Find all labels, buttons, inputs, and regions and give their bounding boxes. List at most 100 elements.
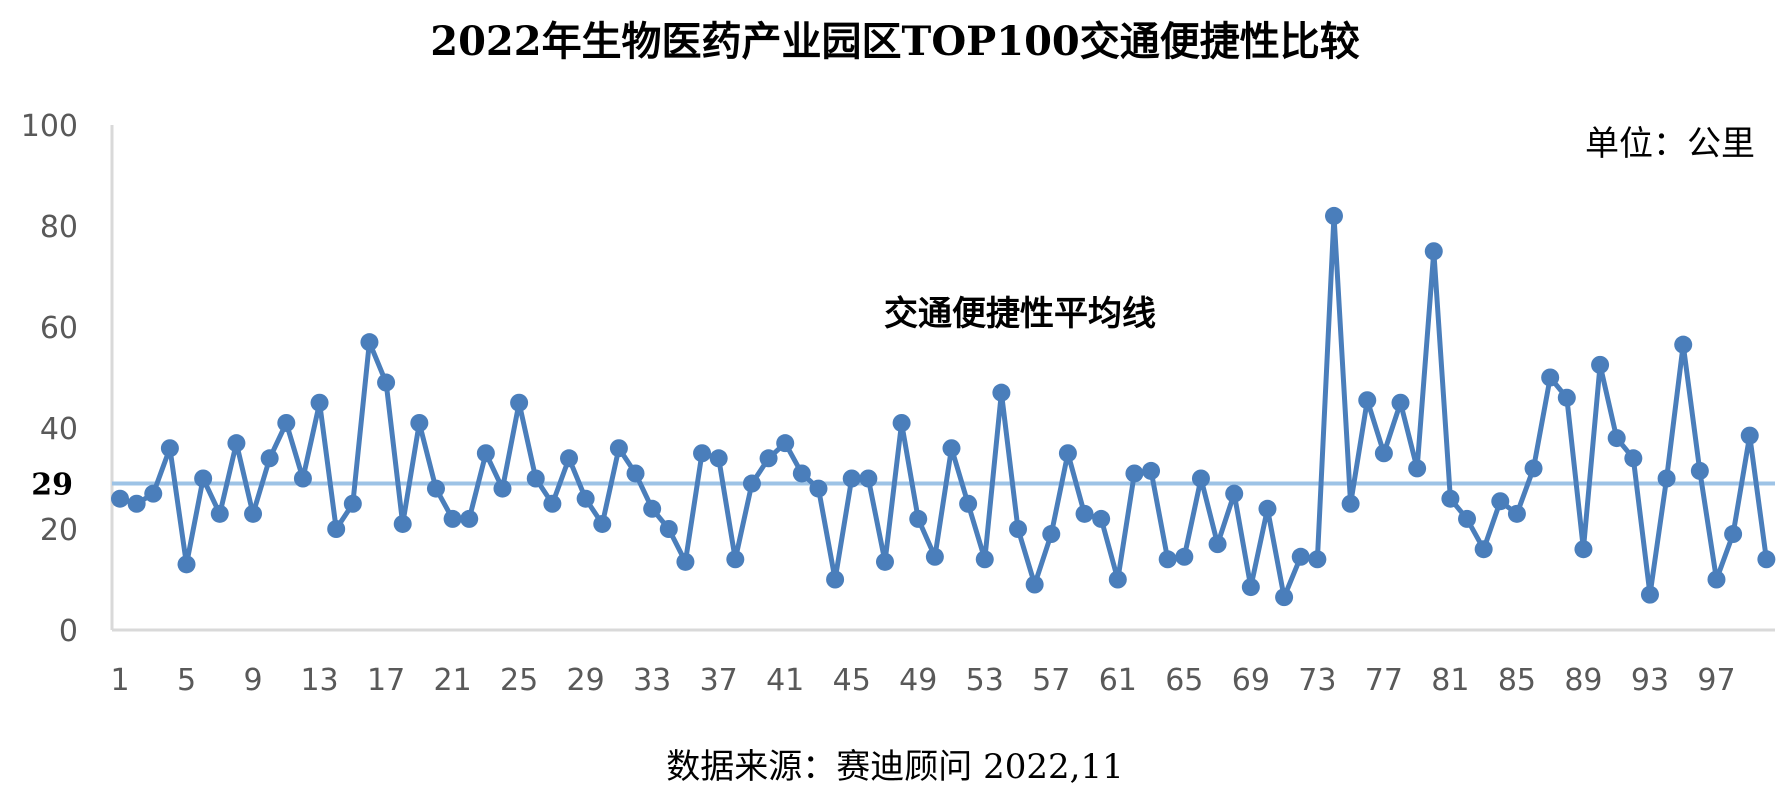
y-tick-label: 0 (59, 614, 78, 649)
data-point (1507, 504, 1526, 523)
data-point (609, 439, 628, 458)
data-point (1175, 547, 1194, 566)
data-point (1009, 520, 1028, 538)
data-point (1757, 550, 1776, 569)
data-point (759, 449, 778, 468)
data-point (1640, 585, 1659, 604)
data-point (792, 464, 811, 483)
data-point (1441, 489, 1460, 508)
data-point (709, 449, 728, 468)
data-point (776, 434, 795, 453)
data-point (1607, 429, 1626, 448)
x-tick-label: 5 (177, 663, 196, 698)
data-point (560, 449, 579, 468)
data-point (1740, 426, 1759, 445)
y-tick-label: 100 (21, 109, 78, 144)
data-point (510, 393, 529, 412)
data-point (144, 484, 163, 503)
data-point (826, 570, 845, 589)
data-point (426, 479, 445, 498)
data-point (842, 469, 861, 488)
y-tick-label: 20 (40, 513, 78, 548)
x-tick-label: 9 (243, 663, 262, 698)
data-point (1624, 449, 1643, 468)
data-point (1142, 461, 1161, 480)
data-point (1225, 484, 1244, 503)
x-tick-label: 17 (367, 663, 405, 698)
data-point (959, 494, 978, 513)
data-point (809, 479, 828, 498)
data-point (576, 489, 595, 508)
data-point (293, 469, 312, 488)
data-point (975, 550, 994, 569)
data-point (1058, 444, 1077, 463)
data-point (476, 444, 495, 463)
x-tick-label: 65 (1165, 663, 1203, 698)
data-point (1458, 509, 1477, 528)
data-point (992, 383, 1011, 402)
data-point (1308, 550, 1327, 569)
data-point (543, 494, 562, 513)
data-point (1324, 206, 1343, 225)
x-tick-label: 97 (1697, 663, 1735, 698)
data-point (443, 509, 462, 528)
y-tick-label: 80 (40, 210, 78, 245)
data-point (343, 494, 362, 513)
data-point (1657, 469, 1676, 488)
data-point (377, 373, 396, 392)
data-point (1108, 570, 1127, 589)
x-tick-label: 41 (766, 663, 804, 698)
data-point (1275, 588, 1294, 607)
series-group (111, 206, 1776, 607)
data-point (1707, 570, 1726, 589)
data-point (277, 413, 296, 432)
data-point (925, 547, 944, 566)
x-tick-label: 49 (899, 663, 937, 698)
x-tick-label: 1 (110, 663, 129, 698)
average-tick-label: 29 (31, 468, 73, 503)
data-point (160, 439, 179, 458)
x-tick-label: 89 (1564, 663, 1602, 698)
data-point (1491, 492, 1510, 511)
y-tick-label: 60 (40, 311, 78, 346)
data-point (1424, 242, 1443, 261)
data-point (875, 552, 894, 571)
data-point (1125, 464, 1144, 483)
average-line-group: 29 (31, 468, 1775, 503)
x-tick-label: 25 (500, 663, 538, 698)
chart-title: 2022年生物医药产业园区TOP100交通便捷性比较 (430, 18, 1360, 65)
x-tick-label: 77 (1365, 663, 1403, 698)
data-point (1524, 459, 1543, 478)
data-point (127, 494, 146, 513)
data-point (410, 413, 429, 432)
data-point (1674, 335, 1693, 354)
axes: 0 20 40 60 80 100 1 5 9 13 17 21 25 29 33 37 41 45 49 53 57 6… (21, 109, 1775, 698)
average-line-label: 交通便捷性平均线 (884, 294, 1156, 334)
data-point (360, 333, 379, 352)
x-tick-label: 33 (633, 663, 671, 698)
data-point (244, 504, 263, 523)
data-point (1591, 355, 1610, 374)
data-point (1191, 469, 1210, 488)
data-point (1358, 391, 1377, 410)
x-tick-label: 57 (1032, 663, 1070, 698)
data-point (643, 499, 662, 518)
data-point (1690, 461, 1709, 480)
data-point (1341, 494, 1360, 513)
data-point (227, 434, 246, 453)
data-point (210, 504, 229, 523)
data-point (659, 520, 678, 538)
x-tick-label: 37 (700, 663, 738, 698)
data-point (310, 393, 329, 412)
data-point (460, 509, 479, 528)
data-point (393, 514, 412, 533)
x-tick-label: 81 (1431, 663, 1469, 698)
data-point (892, 413, 911, 432)
data-point (676, 552, 695, 571)
data-point (177, 555, 196, 574)
x-tick-label: 73 (1298, 663, 1336, 698)
data-point (1042, 525, 1061, 544)
x-tick-label: 45 (833, 663, 871, 698)
data-point (1391, 393, 1410, 412)
data-point (526, 469, 545, 488)
